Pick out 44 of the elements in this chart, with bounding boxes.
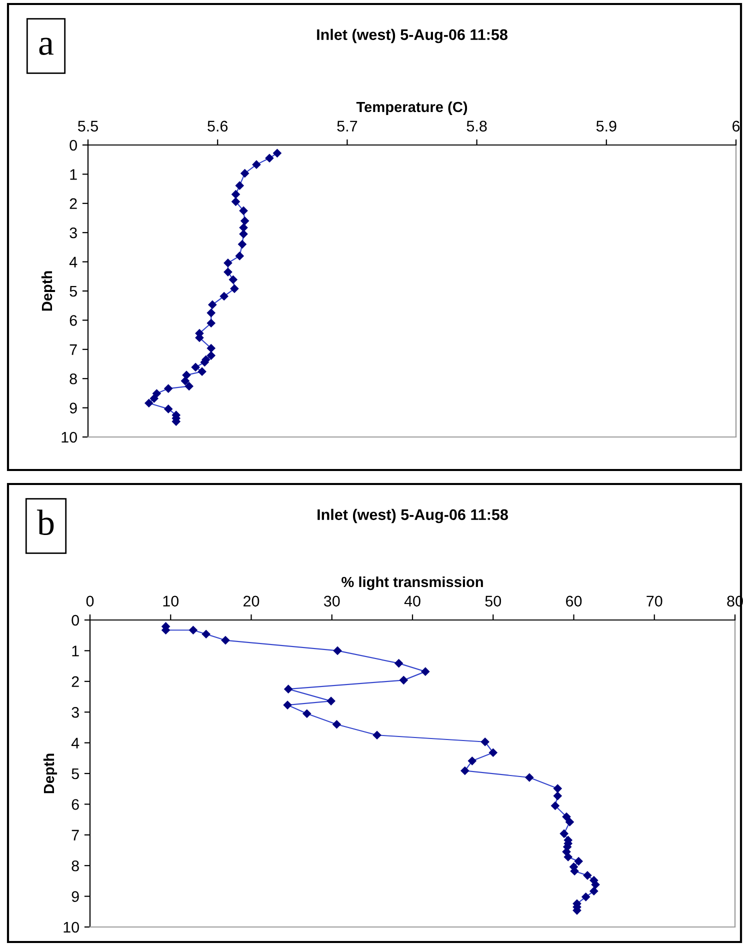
x-tick-label: 50 <box>485 596 502 607</box>
x-tick-label: 0 <box>86 596 94 607</box>
y-tick-label: 3 <box>72 706 79 718</box>
y-tick-label: 4 <box>71 738 80 748</box>
y-tick-label: 1 <box>70 169 77 180</box>
y-tick-label: 6 <box>72 799 79 810</box>
y-tick-label: 5 <box>72 768 79 780</box>
y-tick-label: 0 <box>72 614 79 626</box>
y-tick-label: 8 <box>72 860 79 872</box>
y-tick-label: 10 <box>62 432 77 443</box>
x-tick-label: 5.8 <box>466 120 487 132</box>
x-axis-title: % light transmission <box>342 576 483 590</box>
y-tick-label: 9 <box>70 402 77 414</box>
y-tick-label: 6 <box>70 315 77 326</box>
x-tick-label: 10 <box>163 596 179 607</box>
y-axis-title: Depth <box>43 754 58 794</box>
x-tick-label: 5.7 <box>337 120 358 132</box>
x-tick-label: 5.6 <box>208 120 228 132</box>
x-tick-label: 6 <box>732 120 740 132</box>
y-tick-label: 7 <box>70 344 77 355</box>
y-tick-label: 10 <box>64 922 79 933</box>
text: b <box>36 510 54 536</box>
y-tick-label: 7 <box>72 830 79 840</box>
x-tick-label: 20 <box>244 596 260 607</box>
y-tick-label: 1 <box>72 646 79 656</box>
y-tick-label: 2 <box>70 198 77 209</box>
y-tick-label: 4 <box>69 256 78 268</box>
y-tick-label: 5 <box>70 286 77 297</box>
y-tick-label: 0 <box>70 140 77 151</box>
x-tick-label: 30 <box>324 596 340 607</box>
x-tick-label: 5.9 <box>596 120 616 132</box>
x-tick-label: 5.5 <box>78 120 98 132</box>
chart-title: Inlet (west) 5-Aug-06 11:58 <box>317 28 508 44</box>
y-tick-label: 3 <box>70 227 77 238</box>
chart-title: Inlet (west) 5-Aug-06 11:58 <box>318 508 508 524</box>
y-tick-label: 2 <box>72 676 79 687</box>
x-tick-label: 60 <box>566 596 582 607</box>
y-axis-title: Depth <box>41 271 56 311</box>
x-tick-label: 40 <box>404 596 420 607</box>
x-axis-title: Temperature (C) <box>356 101 468 116</box>
y-tick-label: 8 <box>70 373 77 384</box>
y-tick-label: 9 <box>72 891 79 902</box>
x-tick-label: 70 <box>646 596 662 607</box>
text: a <box>39 38 54 56</box>
